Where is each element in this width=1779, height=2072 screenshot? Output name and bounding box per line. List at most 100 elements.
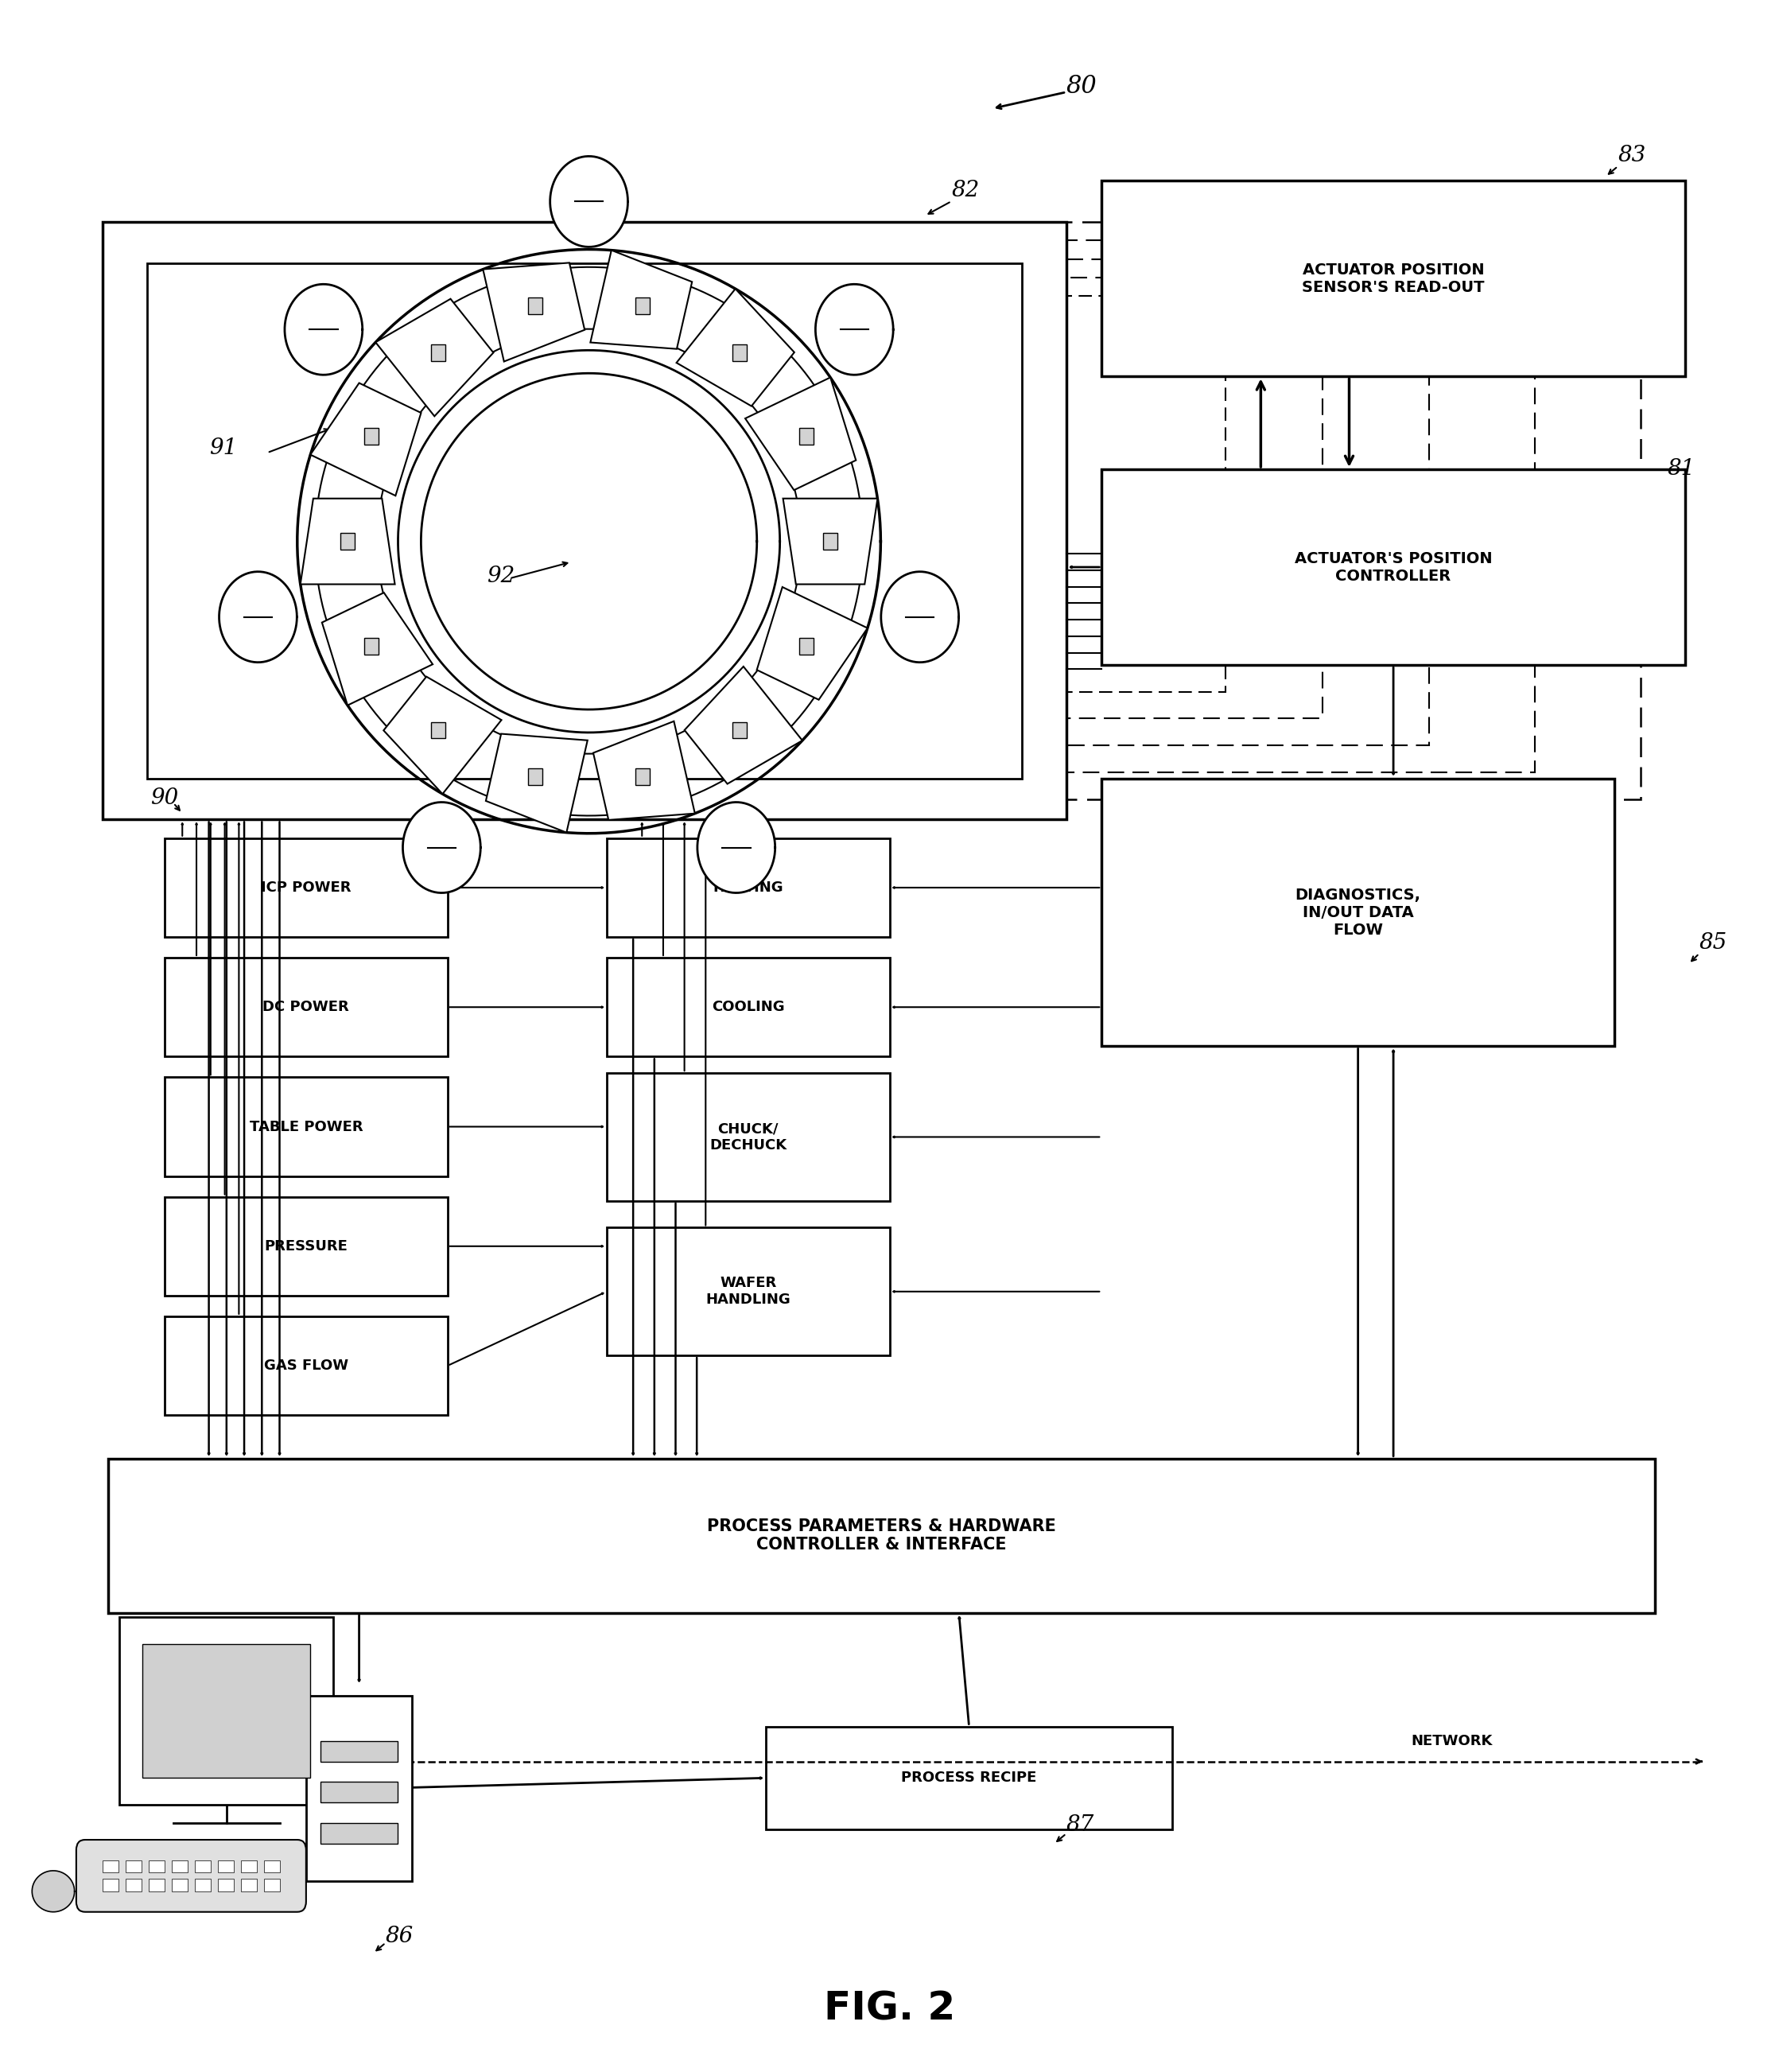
Bar (103, 1861, 119, 1873)
Bar (194, 1861, 210, 1873)
Text: 91: 91 (208, 437, 237, 458)
Bar (733, 344, 747, 361)
Polygon shape (815, 284, 893, 375)
Text: ICP POWER: ICP POWER (262, 881, 350, 895)
Polygon shape (685, 667, 802, 783)
Polygon shape (676, 288, 795, 406)
Text: DIAGNOSTICS,
IN/OUT DATA
FLOW: DIAGNOSTICS, IN/OUT DATA FLOW (1295, 887, 1421, 937)
Text: 87: 87 (1066, 1815, 1094, 1836)
Text: NETWORK: NETWORK (1411, 1734, 1493, 1749)
Polygon shape (375, 298, 493, 416)
Bar (733, 721, 747, 738)
Polygon shape (402, 802, 480, 893)
Bar (173, 1861, 187, 1873)
Bar (240, 1879, 256, 1892)
Bar (320, 1823, 398, 1844)
Polygon shape (301, 499, 395, 584)
Bar (607, 957, 890, 1057)
Bar (165, 957, 448, 1057)
Bar (765, 1726, 1172, 1830)
Text: 86: 86 (386, 1925, 415, 1948)
Bar (340, 533, 354, 549)
Bar (263, 1879, 279, 1892)
Polygon shape (745, 377, 856, 491)
Bar (174, 259, 1429, 746)
Bar (208, 278, 1322, 719)
Text: ACTUATOR POSITION
SENSOR'S READ-OUT: ACTUATOR POSITION SENSOR'S READ-OUT (1302, 263, 1485, 294)
Bar (194, 1879, 210, 1892)
Bar (126, 1879, 142, 1892)
Polygon shape (219, 572, 297, 663)
Text: CHUCK/
DECHUCK: CHUCK/ DECHUCK (710, 1121, 786, 1152)
Bar (365, 429, 379, 445)
Bar (306, 1695, 413, 1881)
Bar (1101, 779, 1614, 1046)
Text: WAFER
HANDLING: WAFER HANDLING (706, 1276, 790, 1307)
Polygon shape (32, 1871, 75, 1912)
Text: 83: 83 (1617, 145, 1646, 166)
Bar (173, 1879, 187, 1892)
Bar (103, 222, 1066, 821)
Text: 82: 82 (952, 180, 980, 201)
Bar (165, 1077, 448, 1177)
Bar (217, 1879, 233, 1892)
FancyBboxPatch shape (119, 1616, 333, 1805)
Bar (126, 1861, 142, 1873)
Bar (1101, 468, 1685, 665)
Polygon shape (422, 373, 756, 709)
Text: PROCESS RECIPE: PROCESS RECIPE (902, 1772, 1037, 1786)
Text: 80: 80 (1066, 75, 1098, 97)
Bar (320, 1782, 398, 1803)
Bar (607, 839, 890, 937)
Polygon shape (482, 263, 585, 361)
Bar (799, 638, 813, 655)
Text: 85: 85 (1699, 932, 1727, 953)
Text: PROCESS PARAMETERS & HARDWARE
CONTROLLER & INTERFACE: PROCESS PARAMETERS & HARDWARE CONTROLLER… (706, 1519, 1057, 1552)
Polygon shape (591, 251, 692, 348)
Bar (528, 298, 543, 315)
Bar (165, 1198, 448, 1295)
Bar (165, 839, 448, 937)
Polygon shape (881, 572, 959, 663)
Text: PRESSURE: PRESSURE (265, 1239, 347, 1254)
Polygon shape (783, 499, 877, 584)
Polygon shape (756, 586, 868, 700)
Bar (240, 1861, 256, 1873)
Bar (320, 1740, 398, 1761)
FancyBboxPatch shape (76, 1840, 306, 1912)
Bar (217, 1861, 233, 1873)
Text: FIG. 2: FIG. 2 (824, 1989, 955, 2028)
Bar (432, 344, 445, 361)
Bar (149, 1879, 165, 1892)
Polygon shape (322, 593, 432, 704)
Bar (244, 296, 1226, 692)
Bar (142, 1643, 311, 1778)
Bar (528, 769, 543, 785)
Text: COOLING: COOLING (712, 1001, 785, 1015)
Bar (109, 1459, 1654, 1614)
Bar (635, 769, 649, 785)
Bar (148, 263, 1023, 779)
Polygon shape (384, 678, 502, 794)
Polygon shape (697, 802, 776, 893)
Polygon shape (310, 383, 422, 495)
Polygon shape (592, 721, 696, 821)
Bar (165, 1316, 448, 1415)
Bar (103, 1879, 119, 1892)
Polygon shape (486, 733, 587, 833)
Polygon shape (285, 284, 363, 375)
Bar (607, 1229, 890, 1355)
Text: TABLE POWER: TABLE POWER (249, 1119, 363, 1133)
Bar (365, 638, 379, 655)
Bar (1101, 180, 1685, 377)
Text: 92: 92 (486, 566, 514, 586)
Bar (139, 240, 1535, 773)
Text: GAS FLOW: GAS FLOW (263, 1359, 349, 1374)
Bar (263, 1861, 279, 1873)
Text: ACTUATOR'S POSITION
CONTROLLER: ACTUATOR'S POSITION CONTROLLER (1295, 551, 1493, 584)
Text: 81: 81 (1667, 458, 1695, 479)
Text: DC POWER: DC POWER (263, 1001, 349, 1015)
Text: HEATING: HEATING (713, 881, 783, 895)
Bar (149, 1861, 165, 1873)
Bar (607, 1073, 890, 1202)
